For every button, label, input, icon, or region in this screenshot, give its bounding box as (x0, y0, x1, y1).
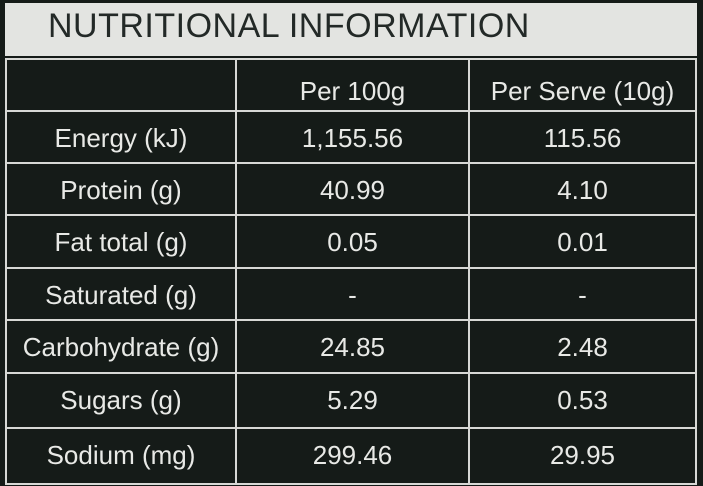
header-blank-cell (5, 58, 237, 112)
table-row: Saturated (g) - - (5, 267, 697, 321)
row-label: Fat total (g) (5, 214, 237, 269)
value-per-serve: - (468, 267, 697, 321)
value-per-serve: 0.53 (468, 372, 697, 429)
row-label: Energy (kJ) (5, 110, 237, 164)
value-per-100g: 299.46 (235, 427, 470, 485)
nutrition-table: Per 100g Per Serve (10g) Energy (kJ) 1,1… (5, 58, 697, 485)
table-row: Fat total (g) 0.05 0.01 (5, 214, 697, 269)
header-per-100g: Per 100g (235, 58, 470, 112)
value-per-serve: 115.56 (468, 110, 697, 164)
row-label: Carbohydrate (g) (5, 319, 237, 374)
table-row: Sodium (mg) 299.46 29.95 (5, 427, 697, 485)
table-row: Protein (g) 40.99 4.10 (5, 162, 697, 216)
table-row: Sugars (g) 5.29 0.53 (5, 372, 697, 429)
value-per-100g: 1,155.56 (235, 110, 470, 164)
value-per-100g: 5.29 (235, 372, 470, 429)
table-header-row: Per 100g Per Serve (10g) (5, 58, 697, 112)
value-per-serve: 2.48 (468, 319, 697, 374)
value-per-100g: - (235, 267, 470, 321)
header-per-serve: Per Serve (10g) (468, 58, 697, 112)
value-per-serve: 4.10 (468, 162, 697, 216)
row-label: Protein (g) (5, 162, 237, 216)
row-label: Saturated (g) (5, 267, 237, 321)
value-per-100g: 24.85 (235, 319, 470, 374)
panel-title-bar: NUTRITIONAL INFORMATION (5, 3, 697, 56)
row-label: Sugars (g) (5, 372, 237, 429)
value-per-serve: 0.01 (468, 214, 697, 269)
value-per-100g: 40.99 (235, 162, 470, 216)
table-row: Energy (kJ) 1,155.56 115.56 (5, 110, 697, 164)
row-label: Sodium (mg) (5, 427, 237, 485)
value-per-serve: 29.95 (468, 427, 697, 485)
value-per-100g: 0.05 (235, 214, 470, 269)
panel-title: NUTRITIONAL INFORMATION (48, 7, 530, 45)
table-row: Carbohydrate (g) 24.85 2.48 (5, 319, 697, 374)
